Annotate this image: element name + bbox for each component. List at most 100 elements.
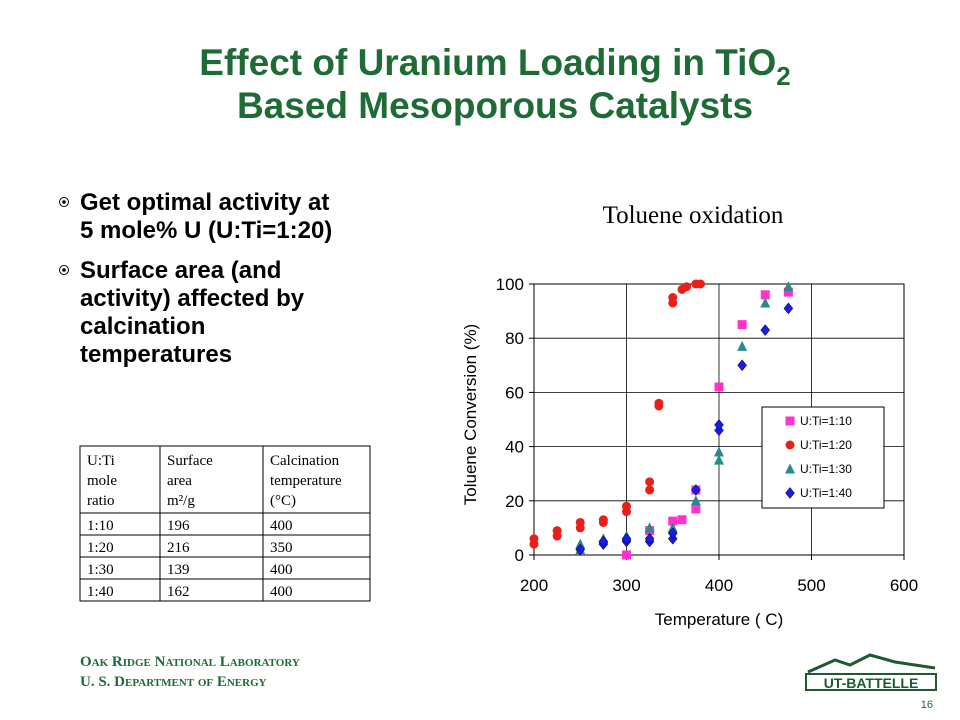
table-cell: 139 xyxy=(167,562,190,578)
point xyxy=(621,532,632,545)
table-header-text: Surface xyxy=(167,453,213,469)
legend-label: U:Ti=1:10 xyxy=(800,414,852,428)
bullet-text: calcination xyxy=(80,313,205,340)
legend-label: U:Ti=1:20 xyxy=(800,438,852,452)
logo-box xyxy=(805,673,937,691)
table-header-text: m²/g xyxy=(167,493,195,509)
title-subscript: 2 xyxy=(776,61,790,91)
legend-box xyxy=(761,406,885,509)
table-cell: 1:30 xyxy=(87,562,114,578)
point xyxy=(760,290,770,300)
title-text: Effect of Uranium Loading in TiO xyxy=(199,42,776,83)
point xyxy=(737,359,747,372)
bullet-text: activity) affected by xyxy=(80,285,305,312)
title-line: Based Mesoporous Catalysts xyxy=(237,85,753,126)
table-header-text: (°C) xyxy=(270,493,296,509)
legend-marker xyxy=(785,440,795,450)
point xyxy=(677,515,687,525)
point xyxy=(783,302,794,315)
table-cell: 162 xyxy=(167,584,190,600)
table-header-text: ratio xyxy=(87,493,115,509)
point xyxy=(645,485,655,495)
table-cell: 400 xyxy=(270,562,293,578)
y-tick-label: 100 xyxy=(496,275,524,294)
footer-org: Oak Ridge National Laboratory xyxy=(80,654,300,670)
y-axis-label: Toluene Conversion (%) xyxy=(461,324,480,505)
point xyxy=(691,504,701,514)
table-cell: 1:20 xyxy=(87,540,114,556)
logo: UT-BATTELLE xyxy=(805,653,937,691)
point xyxy=(644,532,655,545)
x-axis-label: Temperature ( C) xyxy=(655,610,783,629)
point xyxy=(696,279,705,289)
legend-marker xyxy=(785,487,795,499)
bullet-dot-center xyxy=(62,200,66,204)
point xyxy=(714,446,724,457)
chart-title: Toluene oxidation xyxy=(603,202,784,229)
title-line: Effect of Uranium Loading in TiO2 xyxy=(199,42,790,91)
x-tick-label: 500 xyxy=(797,576,825,595)
point xyxy=(529,534,539,544)
y-tick-label: 20 xyxy=(505,492,524,511)
table-header-text: area xyxy=(167,473,192,489)
point xyxy=(667,527,678,540)
y-tick-label: 60 xyxy=(505,383,524,402)
page-number: 16 xyxy=(921,699,933,711)
point xyxy=(690,495,701,506)
point xyxy=(714,419,724,431)
point xyxy=(622,501,631,511)
point xyxy=(644,522,655,533)
point xyxy=(645,477,655,487)
table-header-text: temperature xyxy=(270,473,342,489)
table-header-text: U:Ti xyxy=(87,453,115,469)
bullet-text: Surface area (and xyxy=(80,257,281,284)
point xyxy=(552,526,562,536)
bullet-dot-center xyxy=(62,268,66,272)
footer-dept: U. S. Department of Energy xyxy=(80,674,267,690)
point xyxy=(760,324,771,336)
point xyxy=(714,382,724,392)
point xyxy=(783,287,793,297)
table-cell: 350 xyxy=(270,540,293,556)
y-tick-label: 0 xyxy=(515,546,524,565)
table-border xyxy=(79,445,371,602)
logo-text: UT-BATTELLE xyxy=(824,675,919,691)
table-header-text: Calcination xyxy=(270,453,340,469)
point xyxy=(654,398,664,408)
point xyxy=(691,484,701,496)
point xyxy=(760,297,771,308)
x-tick-label: 400 xyxy=(705,576,733,595)
table-header-text: mole xyxy=(87,473,117,489)
table-cell: 400 xyxy=(270,518,293,534)
table-cell: 196 xyxy=(167,518,190,534)
x-tick-label: 200 xyxy=(520,576,548,595)
point xyxy=(575,538,586,549)
point xyxy=(714,454,724,465)
point xyxy=(737,320,747,330)
point xyxy=(737,340,748,351)
point xyxy=(668,293,678,303)
point xyxy=(575,517,585,527)
table-cell: 400 xyxy=(270,584,293,600)
point xyxy=(598,515,608,525)
point xyxy=(622,550,631,560)
y-tick-label: 40 xyxy=(505,438,524,457)
x-tick-label: 300 xyxy=(612,576,640,595)
table-cell: 1:10 xyxy=(87,518,114,534)
bullet-text: temperatures xyxy=(80,341,232,368)
y-tick-label: 80 xyxy=(505,329,524,348)
legend-label: U:Ti=1:40 xyxy=(800,486,852,500)
bullet-text: Get optimal activity at xyxy=(80,189,329,216)
logo-mountains xyxy=(807,653,936,674)
point xyxy=(598,535,609,548)
point xyxy=(783,281,794,292)
point xyxy=(682,282,692,292)
table-cell: 1:40 xyxy=(87,584,114,600)
legend-marker xyxy=(785,463,795,474)
bullet-text: 5 mole% U (U:Ti=1:20) xyxy=(80,217,332,244)
table-cell: 216 xyxy=(167,540,190,556)
point xyxy=(668,516,678,526)
point xyxy=(575,543,586,556)
legend-label: U:Ti=1:30 xyxy=(800,462,852,476)
